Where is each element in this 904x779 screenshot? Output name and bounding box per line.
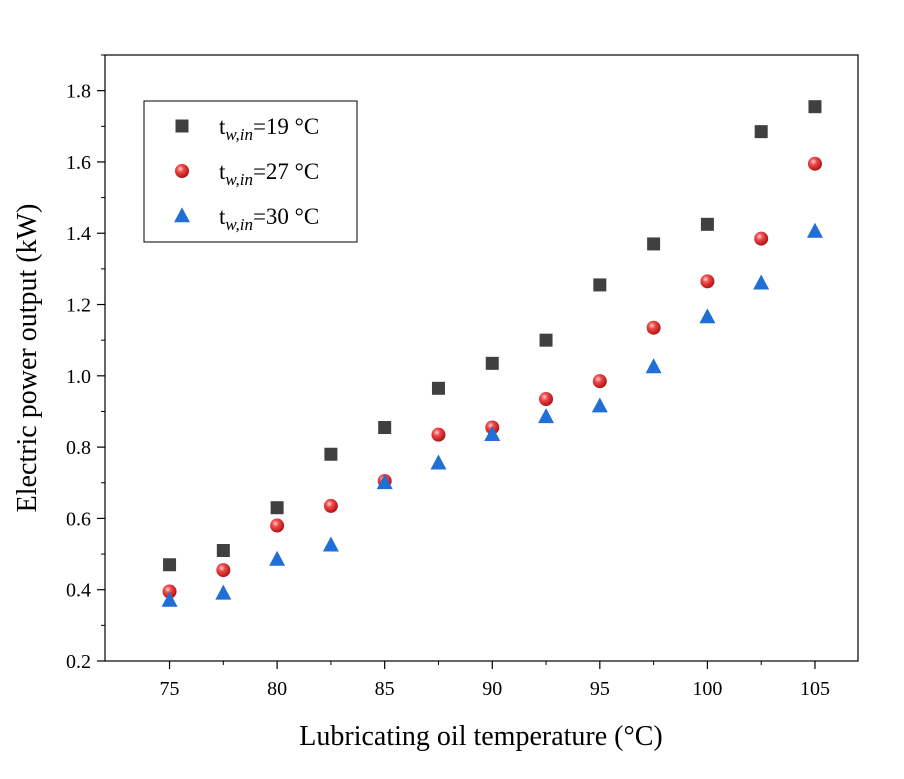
data-point — [216, 563, 231, 578]
series-triangle — [161, 222, 823, 607]
data-point — [322, 536, 339, 552]
data-point — [324, 447, 338, 461]
data-point — [700, 274, 715, 289]
data-point — [539, 333, 553, 347]
data-point — [591, 397, 608, 413]
y-axis-title: Electric power output (kW) — [12, 204, 43, 513]
x-axis-title: Lubricating oil temperature (°C) — [299, 721, 662, 752]
data-point — [645, 358, 662, 374]
data-point — [431, 427, 446, 442]
y-tick-label: 1.4 — [66, 223, 91, 245]
data-point — [806, 222, 823, 238]
legend-item: tw,in=30 °C — [174, 204, 319, 234]
data-point — [538, 408, 555, 424]
data-point — [593, 278, 607, 292]
data-series — [161, 100, 823, 607]
legend-label: tw,in=30 °C — [219, 204, 319, 234]
data-point — [162, 584, 177, 599]
data-point — [215, 584, 232, 600]
legend-marker — [175, 164, 189, 178]
legend-label: tw,in=19 °C — [219, 114, 319, 144]
data-point — [807, 156, 822, 171]
data-point — [270, 518, 285, 533]
data-point — [647, 237, 661, 251]
data-point — [539, 391, 554, 406]
y-tick-label: 0.2 — [66, 651, 91, 673]
data-point — [376, 474, 393, 490]
data-point — [161, 591, 178, 607]
data-point — [484, 425, 501, 441]
legend-marker — [175, 119, 189, 133]
y-axis-ticks: 0.2 0.4 0.6 0.8 1.0 1.2 1.4 1.6 1.8 — [66, 54, 105, 673]
data-point — [269, 550, 286, 566]
plot-area — [104, 54, 859, 662]
x-tick-label: 90 — [482, 678, 502, 700]
y-tick-label: 0.4 — [66, 580, 91, 602]
y-tick-label: 1.2 — [66, 295, 91, 317]
data-point — [753, 274, 770, 290]
data-point — [430, 454, 447, 470]
y-tick-label: 0.8 — [66, 437, 91, 459]
legend-marker — [174, 207, 190, 223]
legend-item: tw,in=27 °C — [175, 159, 319, 189]
data-point — [216, 543, 230, 557]
data-point — [754, 125, 768, 139]
x-tick-label: 75 — [160, 678, 180, 700]
x-tick-label: 100 — [692, 678, 722, 700]
data-point — [431, 381, 445, 395]
legend-item: tw,in=19 °C — [175, 114, 319, 144]
x-tick-label: 105 — [800, 678, 830, 700]
data-point — [323, 498, 338, 513]
x-tick-label: 85 — [375, 678, 395, 700]
x-tick-label: 80 — [267, 678, 287, 700]
y-tick-label: 1.8 — [66, 81, 91, 103]
data-point — [163, 558, 177, 572]
legend-label: tw,in=27 °C — [219, 159, 319, 189]
y-tick-label: 1.0 — [66, 366, 91, 388]
data-point — [592, 374, 607, 389]
data-point — [646, 320, 661, 335]
data-point — [700, 217, 714, 231]
y-tick-label: 1.6 — [66, 152, 91, 174]
x-axis-ticks: 75 80 85 90 95 100 105 — [160, 661, 830, 700]
data-point — [270, 501, 284, 515]
data-point — [754, 231, 769, 246]
x-tick-label: 95 — [590, 678, 610, 700]
y-tick-label: 0.6 — [66, 508, 91, 530]
data-point — [699, 308, 716, 324]
data-point — [808, 100, 822, 114]
data-point — [378, 421, 392, 435]
data-point — [485, 356, 499, 370]
legend: tw,in=19 °C tw,in=27 °C tw,in=30 °C — [143, 100, 358, 243]
series-square — [163, 100, 822, 572]
